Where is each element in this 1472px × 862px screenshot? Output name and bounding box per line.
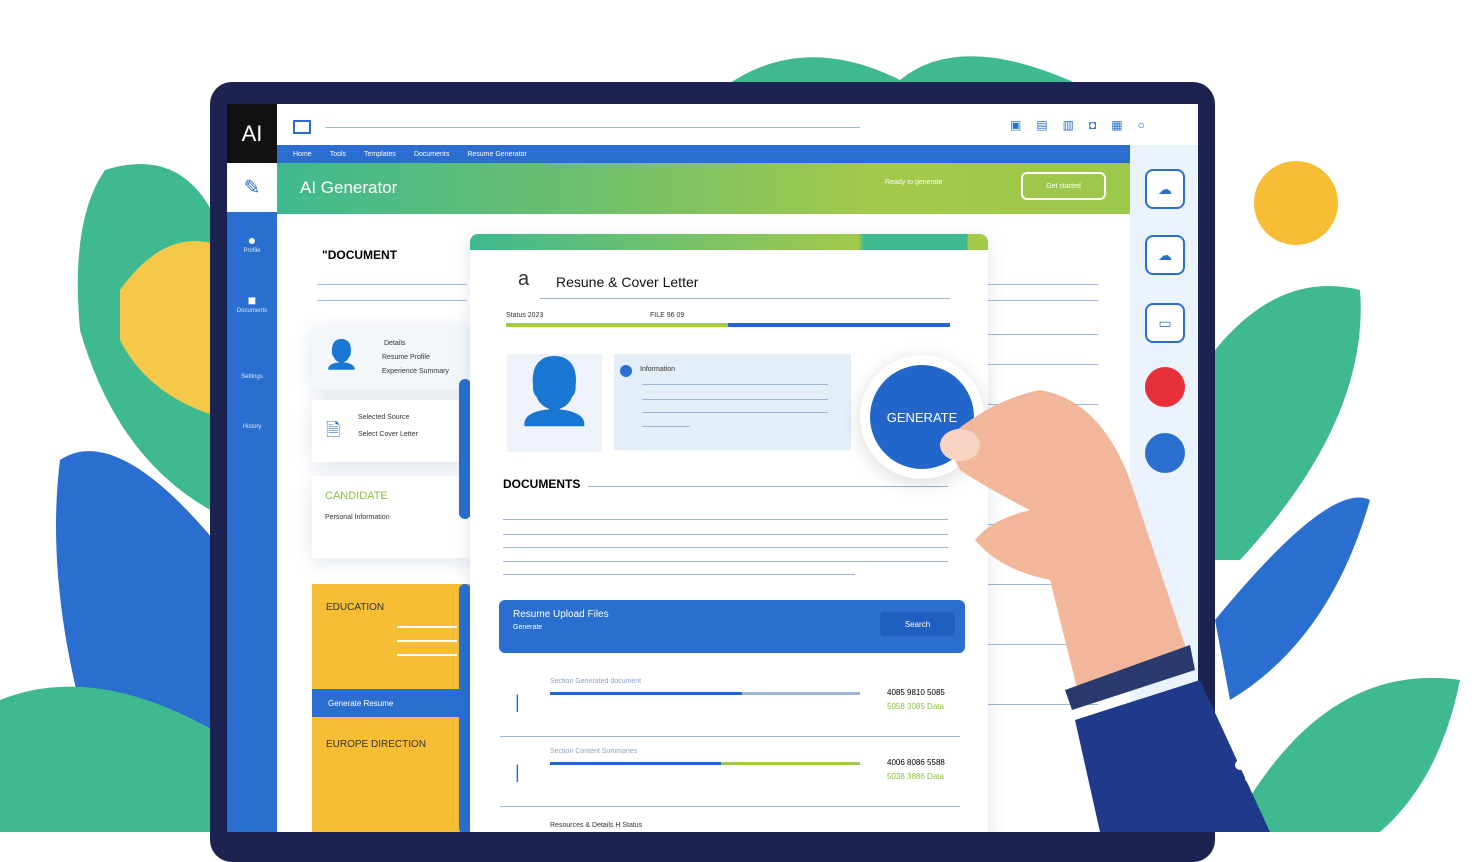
upload-card: Resume Upload Files Generate Search — [499, 600, 965, 653]
nav-item[interactable]: Tools — [329, 150, 347, 158]
record-icon[interactable] — [1145, 367, 1185, 407]
nav-strip: Home Tools Templates Documents Resume Ge… — [277, 145, 1130, 163]
document-card: a Resune & Cover Letter Status 2023 FILE… — [470, 234, 988, 832]
nav-item[interactable]: Templates — [364, 150, 396, 158]
page-header: AI Generator Ready to generate Get start… — [277, 163, 1130, 214]
menu-icon[interactable] — [293, 120, 311, 134]
app-screen: AI ✎ ● Profile ■ Documents Settings Histor… — [227, 104, 1198, 832]
edit-icon[interactable]: ✎ — [227, 163, 277, 212]
document-icon: a — [518, 268, 530, 290]
top-leaves — [720, 56, 1080, 90]
image-icon[interactable]: ▭ — [1145, 303, 1185, 343]
sidebar-item-profile[interactable]: ● Profile — [243, 232, 261, 254]
nav-item[interactable]: Home — [293, 150, 312, 158]
get-started-button[interactable]: Get started — [1021, 172, 1106, 200]
row-marker-icon: | — [515, 692, 520, 712]
table-row[interactable]: | Section Generated document 4085 9810 5… — [470, 674, 988, 744]
file-card[interactable]: 🗎 Selected Source Select Cover Letter — [312, 400, 472, 462]
sidebar: AI ✎ ● Profile ■ Documents Settings Histor… — [227, 104, 277, 832]
education-card[interactable]: EDUCATION — [312, 584, 472, 689]
candidate-card[interactable]: CANDIDATE Personal Information — [312, 476, 472, 558]
row-progress — [550, 762, 860, 765]
right-leaf — [1215, 286, 1361, 560]
background-foliage — [0, 56, 1460, 832]
bottom-right-leaf — [1230, 677, 1460, 832]
sidebar-item-settings[interactable]: Settings — [241, 374, 263, 380]
sidebar-item-documents[interactable]: ■ Documents — [236, 292, 268, 314]
sun-shape — [1254, 161, 1338, 245]
top-bar: ▣▤▥◘▦○ — [277, 104, 1198, 145]
doc-label: "DOCUMENT — [322, 248, 398, 262]
avatar: 👤 — [507, 354, 602, 452]
footer-row: Resources & Details H Status — [550, 822, 643, 829]
app-logo: AI — [227, 104, 277, 163]
right-blue-leaf — [1215, 497, 1370, 700]
nav-item[interactable]: Documents — [413, 150, 450, 158]
file-icon: 🗎 — [326, 420, 341, 440]
hand-illustration — [940, 390, 1270, 832]
nav-item[interactable]: Resume Generator — [467, 150, 527, 158]
document-progress — [506, 323, 950, 327]
cloud-icon[interactable]: ☁ — [1145, 235, 1185, 275]
toolbar-icons[interactable]: ▣▤▥◘▦○ — [1010, 118, 1160, 132]
generate-resume-strip[interactable]: Generate Resume — [312, 689, 472, 717]
document-title: Resune & Cover Letter — [556, 274, 699, 290]
address-bar[interactable] — [325, 127, 860, 128]
section-label: DOCUMENTS — [503, 477, 581, 491]
yellow-leaf — [120, 241, 230, 420]
row-marker-icon: | — [515, 762, 520, 782]
direction-card[interactable]: EUROPE DIRECTION — [312, 717, 472, 832]
header-status: Ready to generate — [885, 179, 943, 186]
user-icon[interactable] — [1145, 433, 1185, 473]
search-button[interactable]: Search — [880, 612, 955, 636]
profile-icon: 👤 — [324, 339, 359, 370]
table-row[interactable]: | Section Content Summaries 4006 8086 55… — [470, 744, 988, 814]
sidebar-item-history[interactable]: History — [242, 424, 262, 430]
document-top-bar — [470, 234, 988, 250]
row-progress — [550, 692, 860, 695]
info-box: Information — [614, 354, 851, 450]
profile-card[interactable]: 👤 Details Resume Profile Experience Summ… — [312, 326, 472, 390]
page-title: AI Generator — [300, 178, 398, 197]
bottom-left-leaf — [0, 686, 230, 832]
chat-icon[interactable]: ☁ — [1145, 169, 1185, 209]
